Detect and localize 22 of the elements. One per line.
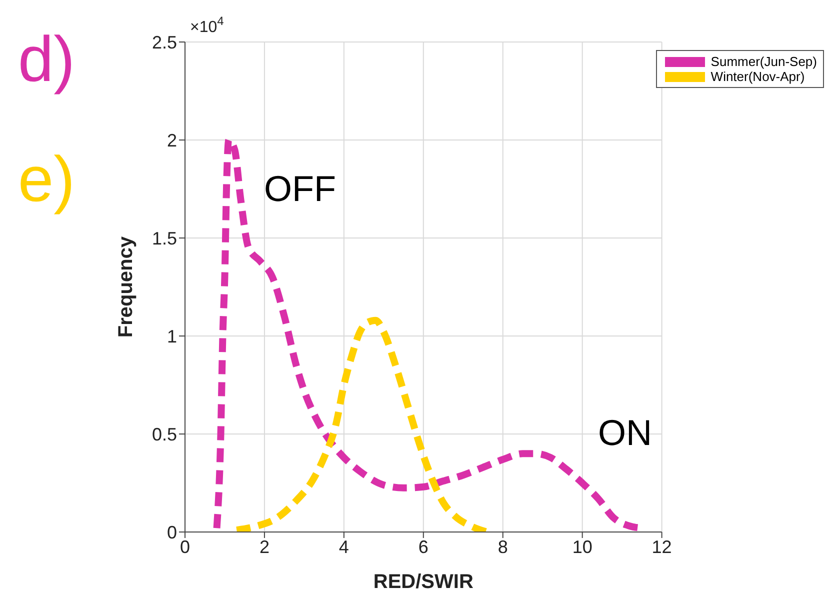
y-tick-label: 1.5 [152,228,177,248]
x-tick-label: 12 [652,536,672,557]
x-axis-title: RED/SWIR [373,571,474,593]
y-axis-title: Frequency [115,236,138,338]
y-tick-label: 1 [166,326,177,346]
annotation: ON [598,412,652,454]
y-tick-label: 2 [166,130,177,150]
x-tick-label: 6 [418,536,428,557]
y-tick-label: 0 [166,522,177,542]
x-tick-label: 4 [338,536,349,557]
text: ×10$^{4}$ [190,14,224,36]
text: d) [18,22,75,96]
x-tick-label: 10 [572,536,592,557]
legend-label: Summer(Jun-Sep) [710,54,817,69]
x-tick-label: 8 [498,536,508,557]
y-tick-label: 0.5 [152,424,177,444]
y-tick-label: 2.5 [152,32,177,52]
legend-label: Winter(Nov-Apr) [710,69,805,84]
x-tick-label: 0 [180,536,190,557]
annotation: OFF [264,168,336,210]
x-tick-label: 2 [259,536,270,557]
text: e) [18,142,75,216]
